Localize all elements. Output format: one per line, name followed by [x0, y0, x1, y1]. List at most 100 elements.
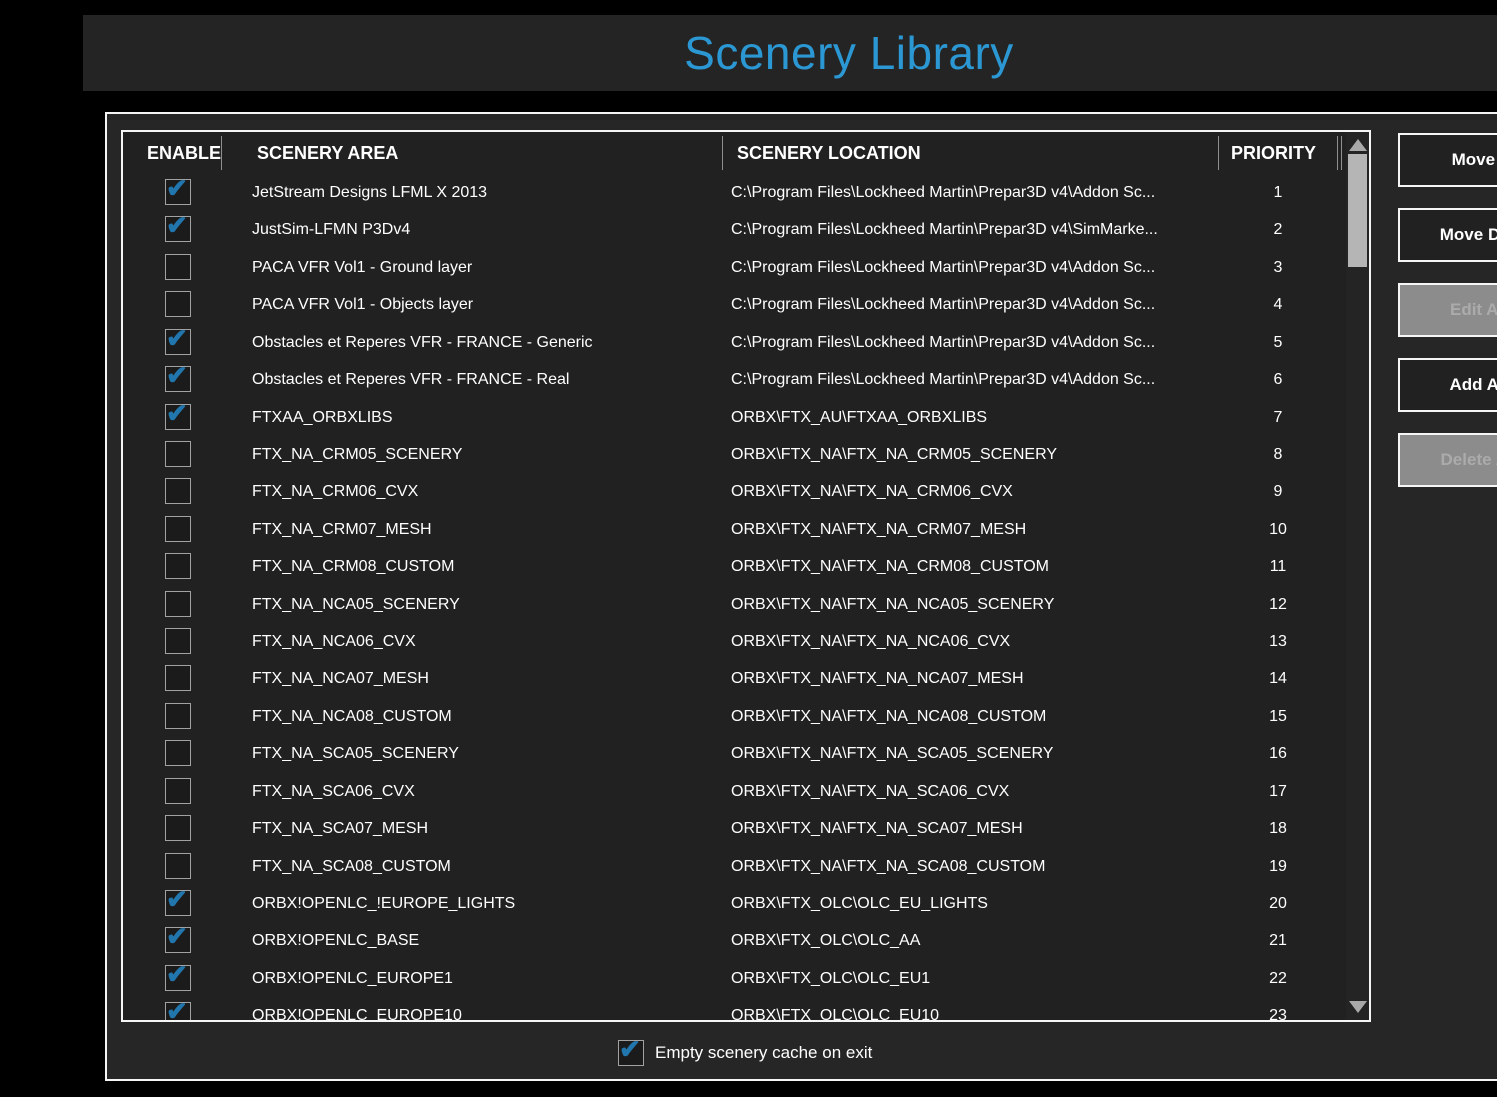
enable-checkbox[interactable] — [165, 515, 191, 542]
enable-checkbox[interactable]: ✔ — [165, 961, 191, 991]
enable-checkbox[interactable] — [165, 478, 191, 505]
enable-checkbox[interactable] — [165, 628, 191, 655]
table-row[interactable]: FTX_NA_CRM08_CUSTOM ORBX\FTX_NA\FTX_NA_CR… — [123, 548, 1346, 585]
enable-checkbox[interactable] — [165, 665, 191, 692]
priority-cell: 7 — [1273, 408, 1283, 426]
scenery-area-cell: FTXAA_ORBXLIBS — [252, 408, 393, 426]
table-row[interactable]: FTX_NA_SCA07_MESH ORBX\FTX_NA\FTX_NA_SCA0… — [123, 810, 1346, 847]
table-row[interactable]: ✔ Obstacles et Reperes VFR - FRANCE - Rea… — [123, 361, 1346, 398]
priority-cell: 13 — [1269, 633, 1287, 651]
scroll-up-icon[interactable] — [1349, 139, 1367, 151]
enable-checkbox[interactable]: ✔ — [165, 886, 191, 916]
enable-checkbox[interactable]: ✔ — [165, 400, 191, 430]
table-row[interactable]: PACA VFR Vol1 - Ground layer C:\Program F… — [123, 249, 1346, 286]
move-up-button[interactable]: Move Up — [1398, 133, 1497, 187]
enable-checkbox[interactable] — [165, 702, 191, 729]
empty-cache-checkbox[interactable]: ✔ — [618, 1036, 644, 1066]
table-row[interactable]: FTX_NA_CRM07_MESH ORBX\FTX_NA\FTX_NA_CRM0… — [123, 511, 1346, 548]
table-row[interactable]: ✔ ORBX!OPENLC_!EUROPE_LIGHTS ORBX\FTX_OLC\… — [123, 885, 1346, 922]
table-scrollbar[interactable] — [1337, 132, 1369, 1020]
scenery-location-cell: ORBX\FTX_NA\FTX_NA_SCA08_CUSTOM — [731, 857, 1046, 875]
priority-cell: 22 — [1269, 969, 1287, 987]
header-divider — [722, 136, 723, 170]
scenery-area-cell: JustSim-LFMN P3Dv4 — [252, 221, 411, 239]
priority-cell: 19 — [1269, 857, 1287, 875]
scenery-location-cell: ORBX\FTX_OLC\OLC_EU10 — [731, 1007, 940, 1022]
table-row[interactable]: FTX_NA_SCA05_SCENERY ORBX\FTX_NA\FTX_NA_S… — [123, 735, 1346, 772]
scenery-location-cell: C:\Program Files\Lockheed Martin\Prepar3… — [731, 371, 1156, 389]
priority-cell: 23 — [1269, 1007, 1287, 1022]
enable-checkbox[interactable] — [165, 553, 191, 580]
table-row[interactable]: ✔ FTXAA_ORBXLIBS ORBX\FTX_AU\FTXAA_ORBXLIB… — [123, 399, 1346, 436]
priority-cell: 10 — [1269, 520, 1287, 538]
scenery-area-cell: FTX_NA_SCA08_CUSTOM — [252, 857, 451, 875]
enable-checkbox[interactable]: ✔ — [165, 362, 191, 393]
enable-checkbox[interactable]: ✔ — [165, 923, 191, 954]
enable-checkbox[interactable] — [165, 740, 191, 767]
scenery-area-cell: FTX_NA_SCA07_MESH — [252, 820, 429, 838]
table-row[interactable]: ✔ JetStream Designs LFML X 2013 C:\Program… — [123, 174, 1346, 211]
enable-checkbox[interactable] — [165, 253, 191, 280]
scroll-down-icon[interactable] — [1349, 1001, 1367, 1013]
table-row[interactable]: ✔ Obstacles et Reperes VFR - FRANCE - Gen… — [123, 324, 1346, 361]
priority-cell: 18 — [1269, 820, 1287, 838]
priority-cell: 15 — [1269, 707, 1287, 725]
table-row[interactable]: FTX_NA_SCA06_CVX ORBX\FTX_NA\FTX_NA_SCA06… — [123, 773, 1346, 810]
priority-cell: 2 — [1273, 221, 1283, 239]
scenery-location-cell: C:\Program Files\Lockheed Martin\Prepar3… — [731, 221, 1158, 239]
enable-checkbox[interactable]: ✔ — [165, 998, 191, 1020]
scenery-location-cell: ORBX\FTX_NA\FTX_NA_NCA08_CUSTOM — [731, 707, 1047, 725]
scenery-location-cell: C:\Program Files\Lockheed Martin\Prepar3… — [731, 333, 1156, 351]
edit-area-button: Edit Area — [1398, 283, 1497, 337]
table-row[interactable]: FTX_NA_SCA08_CUSTOM ORBX\FTX_NA\FTX_NA_SC… — [123, 848, 1346, 885]
empty-cache-label: Empty scenery cache on exit — [655, 1043, 873, 1062]
scenery-area-cell: PACA VFR Vol1 - Objects layer — [252, 296, 474, 314]
enable-checkbox[interactable]: ✔ — [165, 175, 191, 205]
enable-checkbox[interactable] — [165, 815, 191, 842]
enable-checkbox[interactable]: ✔ — [165, 325, 191, 355]
enable-checkbox[interactable] — [165, 291, 191, 318]
table-row[interactable]: FTX_NA_NCA05_SCENERY ORBX\FTX_NA\FTX_NA_N… — [123, 586, 1346, 623]
checkmark-icon: ✔ — [166, 996, 188, 1022]
scenery-area-cell: FTX_NA_CRM06_CVX — [252, 483, 419, 501]
enable-checkbox[interactable]: ✔ — [165, 212, 191, 243]
table-row[interactable]: ✔ ORBX!OPENLC_EUROPE10 ORBX\FTX_OLC\OLC_EU… — [123, 997, 1346, 1022]
priority-cell: 5 — [1273, 333, 1283, 351]
header-divider — [1337, 136, 1338, 170]
scrollbar-thumb[interactable] — [1348, 154, 1367, 267]
table-row[interactable]: FTX_NA_CRM05_SCENERY ORBX\FTX_NA\FTX_NA_C… — [123, 436, 1346, 473]
enable-checkbox[interactable] — [165, 852, 191, 879]
priority-cell: 9 — [1273, 483, 1283, 501]
table-row[interactable]: FTX_NA_CRM06_CVX ORBX\FTX_NA\FTX_NA_CRM06… — [123, 473, 1346, 510]
add-area-button[interactable]: Add Area — [1398, 358, 1497, 412]
priority-cell: 1 — [1273, 184, 1283, 201]
table-row[interactable]: ✔ ORBX!OPENLC_EUROPE1 ORBX\FTX_OLC\OLC_EU1… — [123, 960, 1346, 997]
header-divider — [1218, 136, 1219, 170]
table-row[interactable]: FTX_NA_NCA06_CVX ORBX\FTX_NA\FTX_NA_NCA06… — [123, 623, 1346, 660]
checkmark-icon: ✔ — [166, 360, 188, 391]
table-row[interactable]: FTX_NA_NCA07_MESH ORBX\FTX_NA\FTX_NA_NCA0… — [123, 660, 1346, 697]
table-row[interactable]: PACA VFR Vol1 - Objects layer C:\Program … — [123, 286, 1346, 323]
header-divider — [1341, 136, 1342, 170]
scenery-area-cell: ORBX!OPENLC_BASE — [252, 932, 420, 950]
enable-checkbox[interactable] — [165, 777, 191, 804]
scenery-area-cell: FTX_NA_CRM08_CUSTOM — [252, 558, 455, 576]
scenery-location-cell: C:\Program Files\Lockheed Martin\Prepar3… — [731, 258, 1156, 276]
table-row[interactable]: FTX_NA_NCA08_CUSTOM ORBX\FTX_NA\FTX_NA_NC… — [123, 698, 1346, 735]
checkmark-icon: ✔ — [619, 1034, 641, 1064]
scenery-location-cell: ORBX\FTX_OLC\OLC_EU_LIGHTS — [731, 894, 988, 912]
checkmark-icon: ✔ — [166, 173, 188, 203]
checkmark-icon: ✔ — [166, 322, 188, 353]
table-row[interactable]: ✔ JustSim-LFMN P3Dv4 C:\Program Files\Lock… — [123, 211, 1346, 248]
scenery-area-cell: FTX_NA_SCA05_SCENERY — [252, 745, 459, 763]
table-row[interactable]: ✔ ORBX!OPENLC_BASE ORBX\FTX_OLC\OLC_AA 21 — [123, 922, 1346, 959]
priority-cell: 12 — [1269, 595, 1287, 613]
enable-checkbox[interactable] — [165, 590, 191, 617]
enable-checkbox[interactable] — [165, 440, 191, 467]
checkmark-icon: ✔ — [166, 921, 188, 952]
move-down-button[interactable]: Move Down — [1398, 208, 1497, 262]
scenery-area-cell: FTX_NA_NCA05_SCENERY — [252, 595, 460, 613]
header-priority: PRIORITY — [1231, 143, 1317, 163]
scenery-area-cell: ORBX!OPENLC_EUROPE1 — [252, 969, 453, 987]
